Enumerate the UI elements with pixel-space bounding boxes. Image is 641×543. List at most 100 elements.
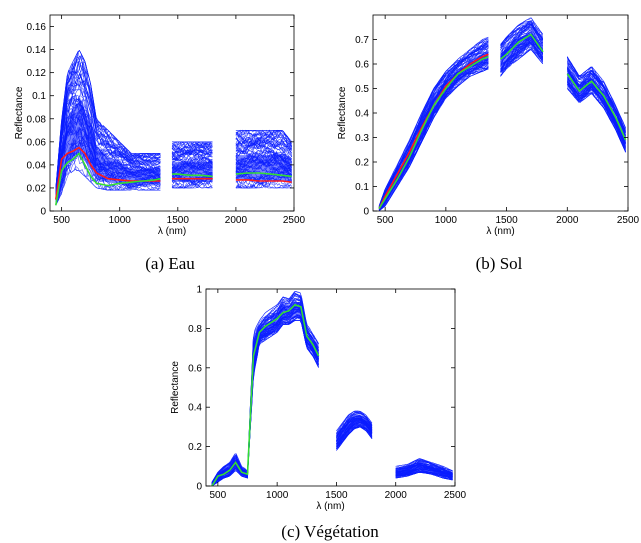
spectrum-line xyxy=(500,23,544,58)
axes-frame xyxy=(49,14,295,212)
y-tick-label: 0.4 xyxy=(188,403,202,414)
plot-area xyxy=(378,17,627,211)
y-tick-label: 0.6 xyxy=(188,363,202,374)
spectrum-line xyxy=(171,142,213,156)
spectrum-line xyxy=(378,40,489,207)
y-tick-label: 1 xyxy=(196,285,202,296)
spectrum-line xyxy=(211,315,319,486)
y-axis-label: Reflectance xyxy=(170,361,181,414)
spectrum-line xyxy=(378,46,489,207)
spectrum-line xyxy=(211,316,319,486)
y-tick-label: 0.5 xyxy=(355,84,369,95)
chart-panel-eau: 500 1000 1500 2000 2500 0 0.02 0.04 0.06 0.08 0.1 0… xyxy=(14,14,306,273)
spectrum-line xyxy=(378,62,489,211)
spectra-core-band xyxy=(235,155,292,182)
spectra-core-band xyxy=(395,464,453,479)
spectrum-line xyxy=(55,80,161,196)
chart-panel-vegetation: 500 1000 1500 2000 2500 0 0.2 0.4 0.6 0.8 1 λ (nm) R… xyxy=(170,285,467,542)
spectrum-line xyxy=(567,56,626,133)
spectrum-line xyxy=(500,22,544,51)
spectrum-line xyxy=(211,316,319,486)
spectrum-line xyxy=(55,58,161,193)
spectrum-line xyxy=(336,417,373,436)
mean-line-green xyxy=(211,303,320,486)
y-tick-label: 0.06 xyxy=(27,137,47,148)
x-tick-label: 1000 xyxy=(435,215,458,226)
spectrum-line xyxy=(211,310,319,486)
spectrum-line xyxy=(55,94,161,193)
spectrum-line xyxy=(171,147,213,163)
y-tick-label: 0.8 xyxy=(188,324,202,335)
x-tick-label: 1000 xyxy=(109,215,132,226)
x-tick-label: 2500 xyxy=(617,215,640,226)
x-tick-label: 1500 xyxy=(167,215,190,226)
spectrum-line xyxy=(395,458,453,471)
spectrum-line xyxy=(55,49,161,192)
spectrum-line xyxy=(395,463,453,473)
x-tick-label: 2000 xyxy=(385,490,408,501)
y-tick-label: 0 xyxy=(196,482,202,493)
y-axis-label: Reflectance xyxy=(337,86,348,139)
spectrum-line xyxy=(235,129,292,150)
mean-line-green xyxy=(55,152,161,206)
y-tick-label: 0.7 xyxy=(355,35,369,46)
spectrum-line xyxy=(55,51,161,192)
y-tick-label: 0.1 xyxy=(32,91,46,102)
x-tick-label: 2500 xyxy=(444,490,467,501)
y-tick-label: 0.4 xyxy=(355,109,369,120)
spectrum-line xyxy=(55,70,161,189)
spectrum-line xyxy=(55,74,161,188)
spectrum-line xyxy=(171,142,213,157)
panel-caption: (b) Sol xyxy=(476,254,523,273)
mean-line-green xyxy=(172,173,213,178)
spectrum-line xyxy=(500,20,544,45)
spectrum-line xyxy=(211,319,319,486)
x-tick-label: 2000 xyxy=(556,215,579,226)
spectrum-line xyxy=(500,17,544,50)
y-tick-label: 0.1 xyxy=(355,182,369,193)
y-tick-label: 0.04 xyxy=(27,160,47,171)
spectra-core-band xyxy=(336,417,372,448)
chart-panel-sol: 500 1000 1500 2000 2500 0 0.1 0.2 0.3 0.4 0.5 0.6 0.… xyxy=(337,14,640,273)
spectrum-line xyxy=(378,40,489,207)
x-tick-label: 2500 xyxy=(283,215,306,226)
spectrum-line xyxy=(211,316,319,486)
spectrum-line xyxy=(211,320,319,486)
y-axis-label: Reflectance xyxy=(14,86,25,139)
mean-line-green xyxy=(499,33,544,60)
spectra-core-band xyxy=(211,303,319,486)
spectrum-line xyxy=(55,55,161,192)
spectra-core-band xyxy=(379,50,489,211)
spectra-core-band xyxy=(55,101,161,203)
x-tick-label: 1500 xyxy=(325,490,348,501)
x-tick-label: 500 xyxy=(53,215,70,226)
spectrum-line xyxy=(395,459,453,472)
mean-line-red xyxy=(235,179,292,183)
y-tick-label: 0.2 xyxy=(355,158,369,169)
spectrum-line xyxy=(235,129,292,153)
axes-frame xyxy=(205,288,456,487)
x-tick-label: 500 xyxy=(377,215,394,226)
spectrum-line xyxy=(211,315,319,486)
x-axis-label: λ (nm) xyxy=(158,226,186,237)
mean-line-green xyxy=(378,55,489,210)
panel-caption: (a) Eau xyxy=(145,254,195,273)
y-tick-label: 0.3 xyxy=(355,133,369,144)
spectrum-line xyxy=(211,320,319,486)
y-tick-label: 0 xyxy=(40,207,46,218)
spectrum-line xyxy=(171,141,213,154)
spectrum-line xyxy=(171,142,213,158)
y-tick-label: 0.16 xyxy=(27,22,47,33)
spectrum-line xyxy=(211,317,319,486)
spectra-core-band xyxy=(500,31,543,73)
y-tick-label: 0.6 xyxy=(355,60,369,71)
x-tick-label: 2000 xyxy=(225,215,248,226)
spectrum-line xyxy=(378,61,489,210)
x-tick-label: 1500 xyxy=(495,215,518,226)
spectrum-line xyxy=(211,316,319,486)
x-tick-label: 1000 xyxy=(266,490,289,501)
y-tick-label: 0.08 xyxy=(27,114,47,125)
spectrum-line xyxy=(171,152,213,164)
spectrum-line xyxy=(336,412,373,438)
spectrum-line xyxy=(336,426,373,451)
